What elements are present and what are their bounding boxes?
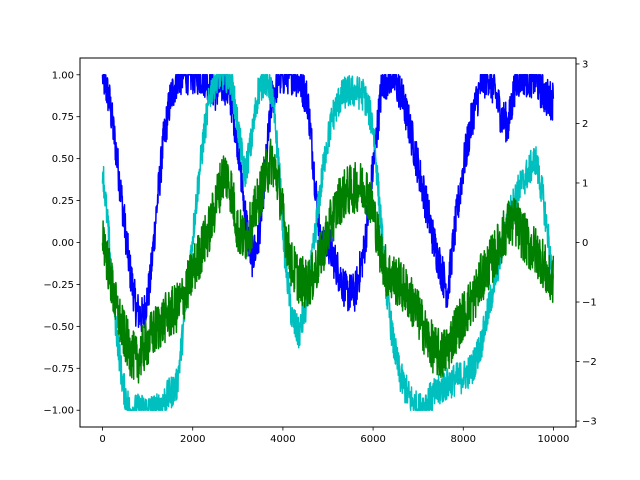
y-tick-label-left: 0.25 [52,196,74,207]
y-tick-label-left: −0.75 [43,364,74,375]
series-line-2 [101,138,555,384]
series-line-1 [101,74,555,411]
y-tick-label-right: 0 [582,238,588,249]
series-layer [101,74,555,411]
y-axis-left: −1.00 −0.75 −0.50 −0.25 0.00 0.25 0.50 0.75 1.00 [43,70,80,417]
y-tick-label-left: −0.25 [43,280,74,291]
y-tick-label-left: −0.50 [43,322,74,333]
y-tick-label-right: −1 [582,298,597,309]
y-tick-label-left: 0.00 [52,238,74,249]
y-tick-label-right: 3 [582,59,588,70]
y-tick-label-left: 1.00 [52,70,74,81]
x-tick-label: 8000 [451,434,476,445]
y-tick-label-left: −1.00 [43,406,74,417]
x-axis: 0 2000 4000 6000 8000 10000 [99,427,569,445]
y-tick-label-left: 0.50 [52,154,74,165]
x-tick-label: 4000 [270,434,295,445]
y-axis-right: −3 −2 −1 0 1 2 3 [576,59,597,428]
x-tick-label: 0 [99,434,105,445]
y-tick-label-left: 0.75 [52,112,74,123]
x-tick-label: 6000 [360,434,385,445]
y-tick-label-right: −3 [582,417,597,428]
x-tick-label: 2000 [180,434,205,445]
y-tick-label-right: 1 [582,178,588,189]
y-tick-label-right: 2 [582,119,588,130]
x-tick-label: 10000 [538,434,570,445]
y-tick-label-right: −2 [582,357,597,368]
